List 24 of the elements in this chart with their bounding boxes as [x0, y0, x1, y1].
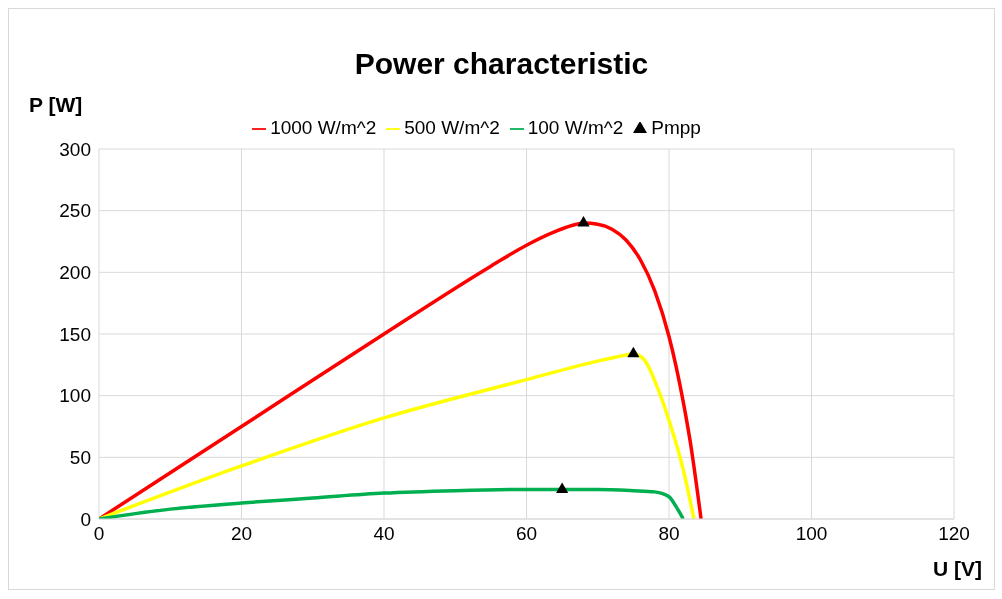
- x-tick-label: 120: [938, 523, 970, 545]
- y-tick-label: 300: [59, 138, 91, 160]
- y-tick-label: 0: [80, 508, 91, 530]
- chart-title: Power characteristic: [353, 47, 650, 81]
- y-tick-label: 50: [69, 447, 91, 469]
- x-tick-label: 80: [658, 523, 680, 545]
- y-axis-title: P [W]: [29, 93, 83, 117]
- point: [556, 482, 569, 493]
- y-tick-label: 250: [59, 200, 91, 222]
- y-tick-label: 100: [59, 385, 91, 407]
- y-tick-label: 150: [59, 323, 91, 345]
- x-tick-label: 60: [515, 523, 538, 545]
- point: [577, 215, 590, 227]
- x-axis-title: U [V]: [933, 557, 982, 581]
- y-tick-label: 200: [59, 262, 91, 284]
- x-tick-label: 20: [230, 523, 253, 545]
- x-tick-label: 100: [795, 523, 828, 545]
- legend-label: 100 W/m^2: [527, 117, 624, 138]
- x-tick-label: 0: [93, 523, 105, 545]
- legend-label: 500 W/m^2: [404, 117, 500, 138]
- legend-label: 1000 W/m^2: [270, 117, 377, 138]
- point: [627, 346, 640, 358]
- x-tick-label: 40: [373, 523, 395, 545]
- legend-label: Pmpp: [651, 117, 701, 138]
